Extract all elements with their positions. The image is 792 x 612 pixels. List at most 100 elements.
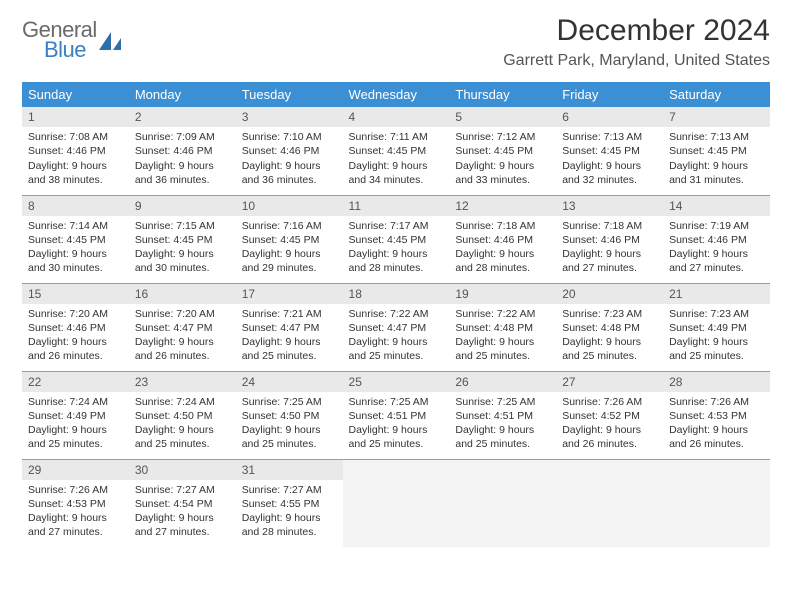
day-body: Sunrise: 7:08 AMSunset: 4:46 PMDaylight:… — [22, 127, 129, 193]
day-body: Sunrise: 7:24 AMSunset: 4:50 PMDaylight:… — [129, 392, 236, 458]
sunset-line: Sunset: 4:45 PM — [349, 233, 444, 247]
calendar-cell: 27Sunrise: 7:26 AMSunset: 4:52 PMDayligh… — [556, 371, 663, 459]
calendar-cell: 22Sunrise: 7:24 AMSunset: 4:49 PMDayligh… — [22, 371, 129, 459]
day-body: Sunrise: 7:25 AMSunset: 4:51 PMDaylight:… — [343, 392, 450, 458]
daylight-line: Daylight: 9 hours and 36 minutes. — [135, 159, 230, 187]
sunrise-line: Sunrise: 7:19 AM — [669, 219, 764, 233]
daylight-line: Daylight: 9 hours and 30 minutes. — [135, 247, 230, 275]
day-number: 2 — [129, 107, 236, 127]
logo: General Blue — [22, 14, 123, 60]
sunrise-line: Sunrise: 7:20 AM — [135, 307, 230, 321]
day-body: Sunrise: 7:23 AMSunset: 4:49 PMDaylight:… — [663, 304, 770, 370]
sunrise-line: Sunrise: 7:25 AM — [242, 395, 337, 409]
day-number: 29 — [22, 460, 129, 480]
day-number: 24 — [236, 372, 343, 392]
sunset-line: Sunset: 4:45 PM — [28, 233, 123, 247]
sunrise-line: Sunrise: 7:13 AM — [562, 130, 657, 144]
day-number: 27 — [556, 372, 663, 392]
day-body: Sunrise: 7:25 AMSunset: 4:50 PMDaylight:… — [236, 392, 343, 458]
daylight-line: Daylight: 9 hours and 27 minutes. — [28, 511, 123, 539]
daylight-line: Daylight: 9 hours and 34 minutes. — [349, 159, 444, 187]
sunset-line: Sunset: 4:48 PM — [455, 321, 550, 335]
day-number: 14 — [663, 196, 770, 216]
weekday-header: Wednesday — [343, 82, 450, 107]
calendar-table: SundayMondayTuesdayWednesdayThursdayFrid… — [22, 82, 770, 547]
sunset-line: Sunset: 4:51 PM — [455, 409, 550, 423]
day-body: Sunrise: 7:27 AMSunset: 4:55 PMDaylight:… — [236, 480, 343, 546]
day-body: Sunrise: 7:18 AMSunset: 4:46 PMDaylight:… — [449, 216, 556, 282]
sunset-line: Sunset: 4:45 PM — [349, 144, 444, 158]
day-body: Sunrise: 7:22 AMSunset: 4:47 PMDaylight:… — [343, 304, 450, 370]
day-body: Sunrise: 7:13 AMSunset: 4:45 PMDaylight:… — [663, 127, 770, 193]
logo-sail-icon — [97, 30, 123, 54]
calendar-week-row: 8Sunrise: 7:14 AMSunset: 4:45 PMDaylight… — [22, 195, 770, 283]
title-block: December 2024 Garrett Park, Maryland, Un… — [503, 14, 770, 70]
day-number: 30 — [129, 460, 236, 480]
sunset-line: Sunset: 4:52 PM — [562, 409, 657, 423]
day-body: Sunrise: 7:18 AMSunset: 4:46 PMDaylight:… — [556, 216, 663, 282]
day-number: 25 — [343, 372, 450, 392]
sunrise-line: Sunrise: 7:23 AM — [562, 307, 657, 321]
calendar-week-row: 22Sunrise: 7:24 AMSunset: 4:49 PMDayligh… — [22, 371, 770, 459]
daylight-line: Daylight: 9 hours and 25 minutes. — [242, 423, 337, 451]
day-number: 19 — [449, 284, 556, 304]
sunrise-line: Sunrise: 7:26 AM — [669, 395, 764, 409]
calendar-week-row: 15Sunrise: 7:20 AMSunset: 4:46 PMDayligh… — [22, 283, 770, 371]
daylight-line: Daylight: 9 hours and 27 minutes. — [135, 511, 230, 539]
sunset-line: Sunset: 4:46 PM — [28, 321, 123, 335]
day-body: Sunrise: 7:26 AMSunset: 4:52 PMDaylight:… — [556, 392, 663, 458]
weekday-header: Monday — [129, 82, 236, 107]
calendar-cell: 31Sunrise: 7:27 AMSunset: 4:55 PMDayligh… — [236, 459, 343, 547]
calendar-cell: .. — [343, 459, 450, 547]
calendar-cell: 25Sunrise: 7:25 AMSunset: 4:51 PMDayligh… — [343, 371, 450, 459]
calendar-week-row: 1Sunrise: 7:08 AMSunset: 4:46 PMDaylight… — [22, 107, 770, 195]
daylight-line: Daylight: 9 hours and 28 minutes. — [349, 247, 444, 275]
daylight-line: Daylight: 9 hours and 27 minutes. — [562, 247, 657, 275]
day-body: Sunrise: 7:22 AMSunset: 4:48 PMDaylight:… — [449, 304, 556, 370]
calendar-cell: 4Sunrise: 7:11 AMSunset: 4:45 PMDaylight… — [343, 107, 450, 195]
sunrise-line: Sunrise: 7:23 AM — [669, 307, 764, 321]
calendar-body: 1Sunrise: 7:08 AMSunset: 4:46 PMDaylight… — [22, 107, 770, 547]
day-body: Sunrise: 7:21 AMSunset: 4:47 PMDaylight:… — [236, 304, 343, 370]
daylight-line: Daylight: 9 hours and 26 minutes. — [669, 423, 764, 451]
daylight-line: Daylight: 9 hours and 38 minutes. — [28, 159, 123, 187]
sunrise-line: Sunrise: 7:25 AM — [455, 395, 550, 409]
sunrise-line: Sunrise: 7:24 AM — [28, 395, 123, 409]
logo-text: General Blue — [22, 20, 97, 60]
daylight-line: Daylight: 9 hours and 26 minutes. — [28, 335, 123, 363]
day-number: 8 — [22, 196, 129, 216]
day-body: Sunrise: 7:12 AMSunset: 4:45 PMDaylight:… — [449, 127, 556, 193]
sunset-line: Sunset: 4:53 PM — [28, 497, 123, 511]
sunset-line: Sunset: 4:47 PM — [242, 321, 337, 335]
day-number: 20 — [556, 284, 663, 304]
sunset-line: Sunset: 4:54 PM — [135, 497, 230, 511]
day-body: Sunrise: 7:13 AMSunset: 4:45 PMDaylight:… — [556, 127, 663, 193]
day-number: 18 — [343, 284, 450, 304]
daylight-line: Daylight: 9 hours and 26 minutes. — [135, 335, 230, 363]
calendar-cell: 8Sunrise: 7:14 AMSunset: 4:45 PMDaylight… — [22, 195, 129, 283]
sunrise-line: Sunrise: 7:09 AM — [135, 130, 230, 144]
daylight-line: Daylight: 9 hours and 25 minutes. — [669, 335, 764, 363]
sunset-line: Sunset: 4:49 PM — [669, 321, 764, 335]
day-number: 16 — [129, 284, 236, 304]
calendar-cell: 9Sunrise: 7:15 AMSunset: 4:45 PMDaylight… — [129, 195, 236, 283]
calendar-cell: 30Sunrise: 7:27 AMSunset: 4:54 PMDayligh… — [129, 459, 236, 547]
day-number: 5 — [449, 107, 556, 127]
sunset-line: Sunset: 4:45 PM — [669, 144, 764, 158]
location: Garrett Park, Maryland, United States — [503, 52, 770, 70]
sunrise-line: Sunrise: 7:16 AM — [242, 219, 337, 233]
day-body: Sunrise: 7:14 AMSunset: 4:45 PMDaylight:… — [22, 216, 129, 282]
day-number: 3 — [236, 107, 343, 127]
day-number: 11 — [343, 196, 450, 216]
day-body: Sunrise: 7:20 AMSunset: 4:47 PMDaylight:… — [129, 304, 236, 370]
daylight-line: Daylight: 9 hours and 26 minutes. — [562, 423, 657, 451]
day-body: Sunrise: 7:16 AMSunset: 4:45 PMDaylight:… — [236, 216, 343, 282]
calendar-cell: 17Sunrise: 7:21 AMSunset: 4:47 PMDayligh… — [236, 283, 343, 371]
sunrise-line: Sunrise: 7:18 AM — [455, 219, 550, 233]
sunrise-line: Sunrise: 7:11 AM — [349, 130, 444, 144]
daylight-line: Daylight: 9 hours and 33 minutes. — [455, 159, 550, 187]
sunset-line: Sunset: 4:45 PM — [562, 144, 657, 158]
calendar-week-row: 29Sunrise: 7:26 AMSunset: 4:53 PMDayligh… — [22, 459, 770, 547]
sunrise-line: Sunrise: 7:22 AM — [349, 307, 444, 321]
sunset-line: Sunset: 4:46 PM — [562, 233, 657, 247]
